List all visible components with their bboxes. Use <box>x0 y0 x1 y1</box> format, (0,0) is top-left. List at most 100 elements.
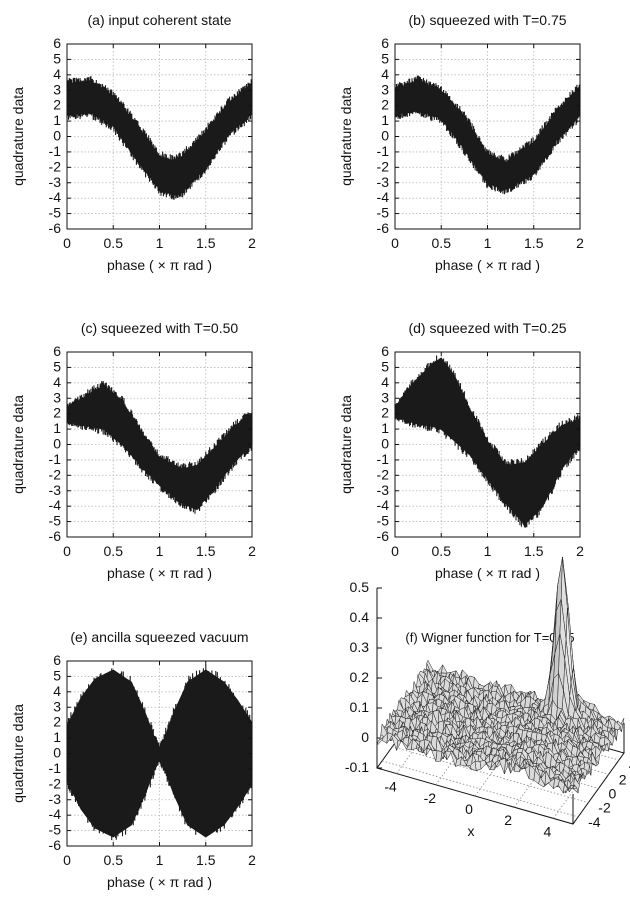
x-tick-label: 1 <box>156 852 164 868</box>
p-tick-label: 0 <box>609 786 617 802</box>
panel-title: (b) squeezed with T=0.75 <box>408 12 566 28</box>
base-grid <box>553 747 605 819</box>
y-tick-label: -4 <box>377 189 390 205</box>
y-axis-label: quadrature data <box>10 87 26 186</box>
y-tick-label: -5 <box>49 513 62 529</box>
z-tick-label: 0.5 <box>350 579 370 595</box>
chart-panel-f: (f) Wigner function for T=0.25 0.5 0.4 0.3 0… <box>345 557 630 839</box>
base-grid <box>381 760 579 818</box>
x-axis-label: phase ( × π rad ) <box>435 257 540 273</box>
y-tick-label: -2 <box>49 158 62 174</box>
y-tick-label: 4 <box>53 66 61 82</box>
y-tick-label: 0 <box>381 436 389 452</box>
data-band-core <box>395 80 580 190</box>
y-tick-label: -1 <box>49 451 62 467</box>
y-tick-label: -2 <box>377 158 390 174</box>
x-tick-label: 1.5 <box>196 235 216 251</box>
x-tick-label: 0.5 <box>432 235 452 251</box>
x-tick-label: 0 <box>465 801 473 817</box>
p-tick-label: -2 <box>598 800 611 816</box>
y-tick-label: 2 <box>381 405 389 421</box>
y-tick-label: 6 <box>381 343 389 359</box>
panel-title: (e) ancilla squeezed vacuum <box>70 629 248 645</box>
base-grid <box>396 702 448 774</box>
y-tick-label: 3 <box>53 81 61 97</box>
y-tick-label: 0 <box>53 436 61 452</box>
x-tick-label: -4 <box>384 779 397 795</box>
x-tick-label: 0 <box>391 235 399 251</box>
y-tick-label: -1 <box>377 451 390 467</box>
base-grid <box>474 724 527 797</box>
x-axis-label: phase ( × π rad ) <box>435 565 540 581</box>
y-tick-label: 5 <box>381 50 389 66</box>
y-tick-label: -2 <box>49 775 62 791</box>
x-tick-label: 2 <box>576 543 584 559</box>
y-tick-label: 4 <box>381 66 389 82</box>
panel-title: (c) squeezed with T=0.50 <box>81 320 239 336</box>
x-tick-label: 2 <box>576 235 584 251</box>
x-tick-label: 1 <box>484 543 492 559</box>
y-tick-label: -4 <box>49 806 62 822</box>
x-axis-label: phase ( × π rad ) <box>107 565 212 581</box>
x-tick-label: 0.5 <box>432 543 452 559</box>
y-tick-label: 3 <box>53 698 61 714</box>
y-axis-label: quadrature data <box>10 704 26 803</box>
y-tick-label: 5 <box>381 358 389 374</box>
y-tick-label: -6 <box>49 528 62 544</box>
x-tick-label: 1 <box>156 235 164 251</box>
x-axis-label: phase ( × π rad ) <box>107 257 212 273</box>
y-tick-label: -4 <box>377 497 390 513</box>
y-tick-label: 2 <box>53 714 61 730</box>
surface-facet <box>441 664 449 675</box>
base-grid <box>513 735 566 808</box>
y-tick-label: -1 <box>49 760 62 776</box>
x-tick-label: 0.5 <box>104 852 124 868</box>
y-tick-label: 0 <box>53 128 61 144</box>
y-tick-label: 5 <box>53 50 61 66</box>
y-tick-label: 1 <box>53 729 61 745</box>
y-tick-label: -1 <box>377 143 390 159</box>
y-tick-label: -4 <box>49 189 62 205</box>
x-tick-label: 0.5 <box>104 543 124 559</box>
y-tick-label: 3 <box>381 81 389 97</box>
y-tick-label: 4 <box>381 374 389 390</box>
y-tick-label: -6 <box>49 837 62 853</box>
y-tick-label: -5 <box>377 205 390 221</box>
y-tick-label: 2 <box>381 97 389 113</box>
y-axis-label: quadrature data <box>338 87 354 186</box>
y-tick-label: -2 <box>49 466 62 482</box>
y-tick-label: -5 <box>49 205 62 221</box>
y-tick-label: -6 <box>377 220 390 236</box>
y-tick-label: 4 <box>53 374 61 390</box>
y-tick-label: -4 <box>49 497 62 513</box>
y-tick-label: -2 <box>377 466 390 482</box>
x-tick-label: 1 <box>156 543 164 559</box>
data-band-core <box>67 80 252 196</box>
y-tick-label: 4 <box>53 683 61 699</box>
y-tick-label: 6 <box>53 343 61 359</box>
panel-title: (d) squeezed with T=0.25 <box>408 320 566 336</box>
p-tick-label: 2 <box>619 771 627 787</box>
p-tick-label: 4 <box>629 757 630 773</box>
y-tick-label: 3 <box>53 389 61 405</box>
z-tick-label: 0.2 <box>350 669 370 685</box>
p-tick-label: -4 <box>588 814 601 830</box>
x-tick-label: -2 <box>424 790 437 806</box>
base-grid <box>435 713 488 786</box>
y-tick-label: 6 <box>53 652 61 668</box>
data-band-core <box>395 357 580 526</box>
y-tick-label: -1 <box>49 143 62 159</box>
y-axis-label: quadrature data <box>10 395 26 494</box>
base-grid <box>392 746 589 804</box>
y-tick-label: -5 <box>377 513 390 529</box>
y-tick-label: -3 <box>49 482 62 498</box>
x-tick-label: 4 <box>544 823 552 839</box>
z-tick-label: -0.1 <box>345 759 369 775</box>
surface-facet <box>567 784 575 793</box>
y-tick-label: -3 <box>377 174 390 190</box>
x-axis-label: phase ( × π rad ) <box>107 874 212 890</box>
